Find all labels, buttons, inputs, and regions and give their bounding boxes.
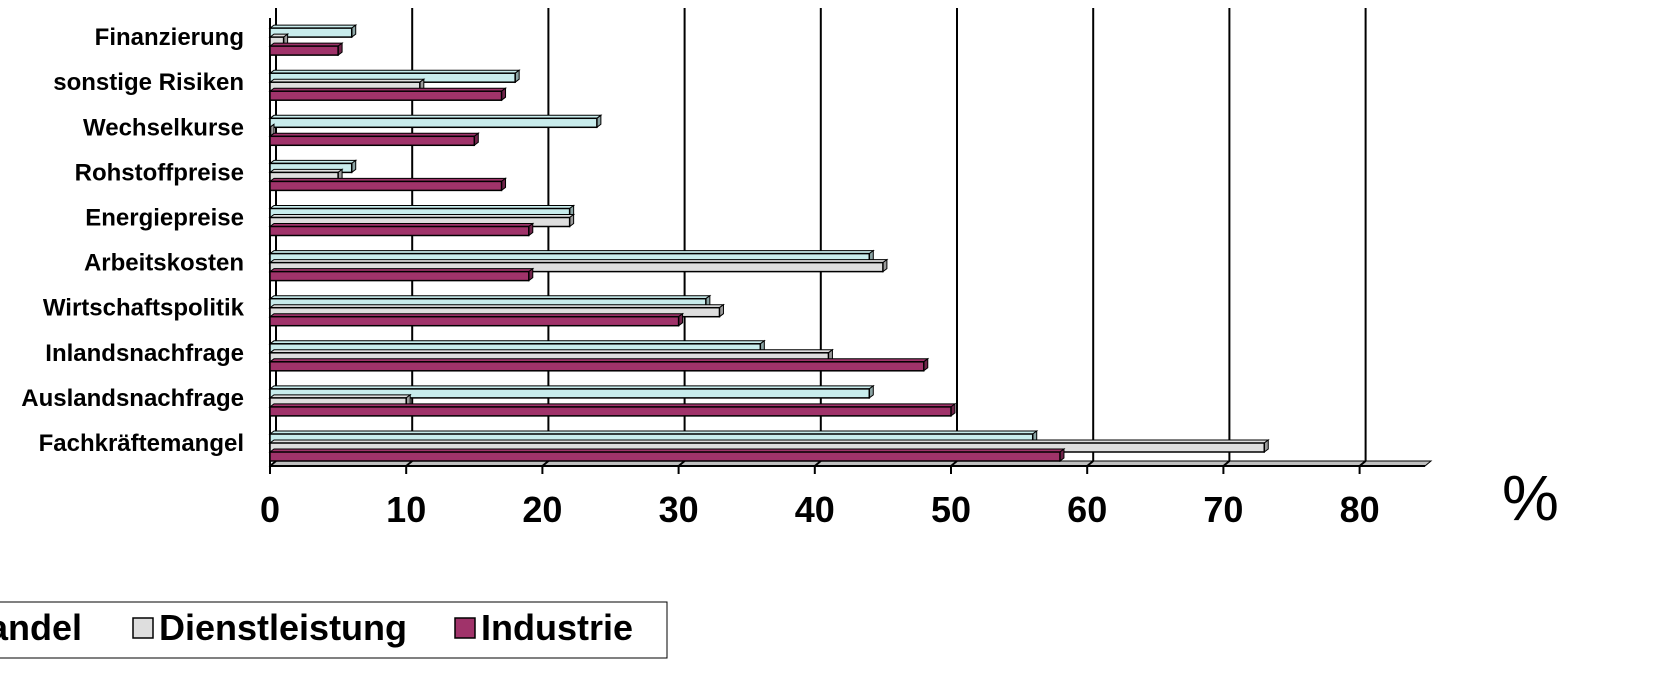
bar [268,42,344,57]
bar [268,177,508,192]
bar [268,402,957,417]
bar [268,24,358,39]
bar [268,69,521,84]
category-label: Inlandsnachfrage [45,340,244,367]
x-tick-label: 30 [659,489,699,530]
category-label: Wechselkurse [83,114,244,141]
legend-box [0,601,668,659]
category-labels: Fachkräftemangel Auslandsnachfrage Inlands… [21,24,244,457]
legend-label: andel [0,607,82,648]
legend-swatch [454,617,476,639]
gridline-foot [1086,460,1094,467]
category-label: Wirtschaftspolitik [43,295,245,322]
x-axis-ticks: 0 10 20 30 40 50 60 70 80 [260,466,1380,530]
legend-label: Industrie [481,607,633,648]
x-tick-label: 70 [1203,489,1243,530]
category-label: sonstige Risiken [53,69,244,96]
legend-item: Dienstleistung [132,607,407,648]
bar [268,114,603,129]
legend-label: Dienstleistung [159,607,407,648]
gridline-foot [541,460,550,467]
category-label: Finanzierung [95,24,244,51]
x-tick-label: 0 [260,489,280,530]
x-axis-unit: % [1502,462,1559,534]
bar [268,357,930,372]
gridline-foot [1358,460,1367,467]
gridline-foot [677,460,686,467]
x-tick-label: 80 [1340,489,1380,530]
x-tick-label: 40 [795,489,835,530]
bar [268,348,834,363]
bar [268,258,889,273]
legend-item: Industrie [454,607,633,648]
category-label: Rohstoffpreise [75,159,244,186]
gridline-foot [1222,460,1231,467]
gridline-foot [814,460,822,467]
category-label: Fachkräftemangel [39,430,244,457]
bar [268,159,358,174]
gridline-foot [950,460,958,467]
bar [268,312,685,327]
bar [268,393,412,408]
x-tick-label: 10 [386,489,426,530]
category-label: Energiepreise [85,205,244,232]
category-label: Arbeitskosten [84,250,244,277]
x-tick-label: 20 [522,489,562,530]
bars [268,24,1270,462]
bar [268,384,875,399]
gridline-foot [405,460,413,467]
x-tick-label: 50 [931,489,971,530]
x-tick-label: 60 [1067,489,1107,530]
legend: andel Dienstleistung Industrie [0,601,668,659]
bar [268,448,1066,462]
bar [268,87,508,102]
bar [268,222,535,237]
bar [268,132,480,147]
legend-swatch [132,617,154,639]
legend-item: andel [0,607,82,648]
bar [268,249,875,264]
bar [268,267,535,282]
category-label: Auslandsnachfrage [21,385,244,412]
